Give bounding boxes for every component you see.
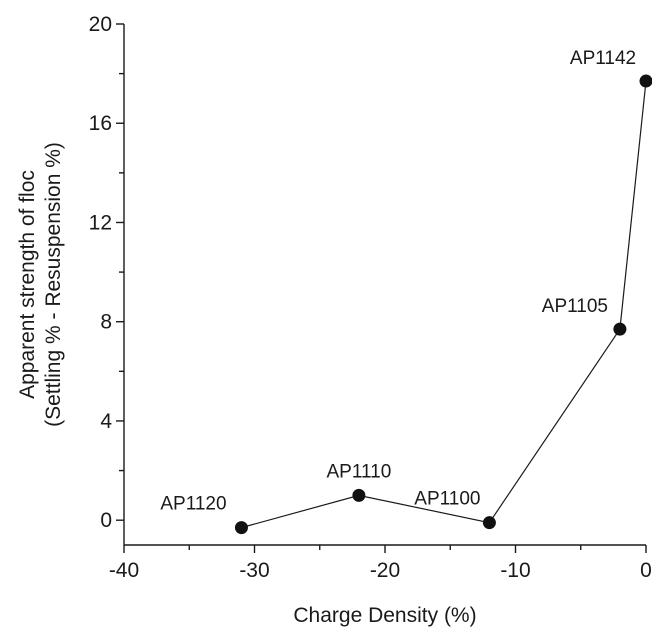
axes: -40 -30 -20 -10 0 0 4 8 12 16 20 (89, 13, 652, 582)
point-label: AP1100 (414, 489, 480, 510)
data-point (234, 521, 248, 535)
x-tick-label: -20 (370, 559, 400, 582)
y-tick-label: 8 (100, 311, 112, 334)
data-point (639, 74, 652, 88)
point-label: AP1142 (570, 48, 636, 69)
x-tick-label: 0 (640, 559, 652, 582)
data-point (352, 488, 366, 502)
y-axis-title-line-1: Apparent strength of floc (16, 170, 39, 399)
x-tick-label: -10 (500, 559, 530, 582)
point-label: AP1105 (542, 296, 608, 317)
data-point (482, 516, 496, 530)
plot-area: AP1120 AP1110 AP1100 AP1105 AP1142 (160, 48, 652, 535)
y-tick-label: 4 (100, 410, 112, 433)
y-tick-label: 0 (100, 509, 112, 532)
data-point (613, 322, 627, 336)
x-tick-label: -30 (239, 559, 269, 582)
x-axis-title: Charge Density (%) (293, 604, 476, 627)
y-axis-title-line-2: (Settling % - Resuspension %) (42, 142, 65, 427)
y-tick-label: 12 (89, 211, 112, 234)
point-label: AP1110 (327, 461, 392, 482)
y-tick-label: 16 (89, 112, 112, 135)
point-label: AP1120 (160, 494, 226, 515)
y-tick-label: 20 (89, 13, 112, 36)
x-tick-label: -40 (109, 559, 139, 582)
